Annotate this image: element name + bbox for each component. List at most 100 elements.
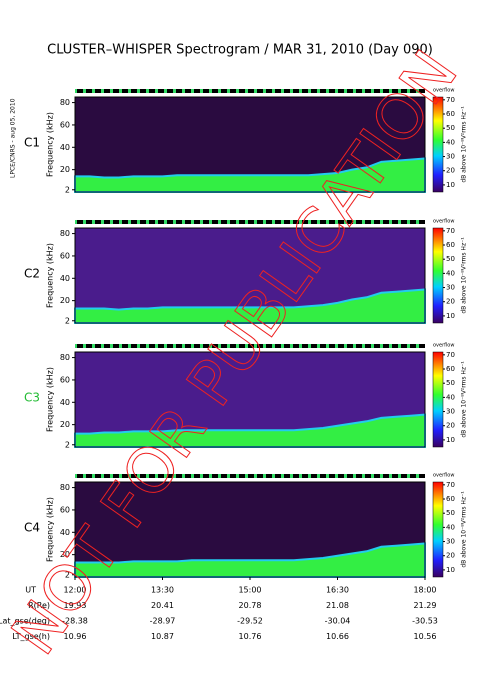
x-tick-label: 15:00: [238, 586, 261, 595]
colorbar: [432, 351, 444, 448]
panel-frame: [74, 227, 426, 324]
colorbar-tick-label: 40: [446, 138, 455, 146]
ephemeris: UT 12:00 13:30 15:00 16:30 18:00 R(Re) 19.93 20.…: [0, 577, 438, 641]
colorbar-label: dB above 10⁻⁸V²rms Hz⁻¹: [461, 361, 468, 438]
colorbar: [432, 481, 444, 578]
colorbar-tick-label: 20: [446, 552, 455, 560]
ephemeris-label: R(Re): [28, 601, 50, 610]
colorbar-tick-label: 30: [446, 408, 455, 416]
emission-band: [74, 288, 426, 324]
colorbar-tick-label: 10: [446, 566, 455, 574]
status-bar: [75, 220, 425, 224]
title: CLUSTER–WHISPER Spectrogram / MAR 31, 20…: [47, 43, 433, 58]
status-bar: [75, 89, 425, 93]
colorbar-tick-label: 30: [446, 538, 455, 546]
y-axis-label: Frequency (kHz): [46, 497, 55, 562]
colorbar-tick-label: 10: [446, 312, 455, 320]
colorbar-tick-label: 60: [446, 110, 455, 118]
y-tick-label: 20: [60, 296, 70, 305]
y-tick-label: 2: [65, 570, 70, 579]
colorbar-tick-label: 50: [446, 255, 455, 263]
y-tick-label: 60: [60, 120, 70, 129]
ephemeris-value: 21.08: [326, 601, 349, 610]
y-tick-label: 20: [60, 550, 70, 559]
panel-frame: [74, 351, 426, 448]
colorbar-tick-label: 20: [446, 298, 455, 306]
colorbar-overflow: overflow: [433, 219, 454, 225]
ephemeris-value: -30.53: [412, 617, 438, 626]
colorbar-overflow: overflow: [433, 473, 454, 479]
y-tick-label: 2: [65, 440, 70, 449]
colorbar-tick-label: 20: [446, 422, 455, 430]
y-tick-label: 60: [60, 375, 70, 384]
colorbar-label: dB above 10⁻⁸V²rms Hz⁻¹: [461, 237, 468, 314]
colorbar: [432, 227, 444, 324]
colorbar-tick-label: 50: [446, 509, 455, 517]
status-bar: [75, 344, 425, 348]
colorbar-overflow: overflow: [433, 343, 454, 349]
ephemeris-value: 10.96: [64, 632, 87, 641]
y-tick-label: 60: [60, 251, 70, 260]
y-axis-label: Frequency (kHz): [46, 112, 55, 177]
colorbar-tick-label: 60: [446, 365, 455, 373]
colorbar-label: dB above 10⁻⁸V²rms Hz⁻¹: [461, 106, 468, 183]
y-tick-label: 40: [60, 528, 70, 537]
colorbar-tick-label: 10: [446, 181, 455, 189]
colorbar-tick-label: 60: [446, 241, 455, 249]
colorbar-tick-label: 40: [446, 523, 455, 531]
y-tick-label: 80: [60, 229, 70, 238]
x-tick-label: 12:00: [63, 586, 86, 595]
panel-label: C3: [24, 391, 40, 405]
y-tick-label: 2: [65, 185, 70, 194]
y-tick-label: 40: [60, 274, 70, 283]
colorbar-tick-label: 40: [446, 269, 455, 277]
panels: 2 20 40 60 80 Frequency (kHz) C1 10 20 30 40 50 60 70…: [24, 88, 468, 580]
credit: LPCE/CNRS - aug 05, 2010: [10, 98, 17, 178]
colorbar-tick-label: 10: [446, 436, 455, 444]
x-tick-label: 13:30: [151, 586, 174, 595]
ephemeris-value: 19.93: [64, 601, 87, 610]
y-axis-label: Frequency (kHz): [46, 367, 55, 432]
colorbar-tick-label: 70: [446, 96, 455, 104]
colorbar-tick-label: 70: [446, 351, 455, 359]
y-tick-label: 80: [60, 353, 70, 362]
panel-frame: [74, 96, 426, 193]
panel-label: C1: [24, 136, 40, 150]
y-tick-label: 20: [60, 420, 70, 429]
emission-band: [74, 542, 426, 578]
ephemeris-value: 21.29: [414, 601, 437, 610]
colorbar-tick-label: 50: [446, 379, 455, 387]
colorbar-tick-label: 30: [446, 284, 455, 292]
ephemeris-value: 10.66: [326, 632, 349, 641]
ephemeris-value: 20.78: [239, 601, 262, 610]
y-tick-label: 60: [60, 505, 70, 514]
ephemeris-label: LT_gse(h): [12, 632, 50, 641]
colorbar: [432, 96, 444, 193]
ephemeris-value: 10.76: [239, 632, 262, 641]
x-tick-label: 16:30: [326, 586, 349, 595]
y-tick-label: 40: [60, 398, 70, 407]
emission-band: [74, 157, 426, 193]
ephemeris-value: 10.56: [414, 632, 437, 641]
status-bar: [75, 474, 425, 478]
y-tick-label: 20: [60, 165, 70, 174]
colorbar-tick-label: 70: [446, 481, 455, 489]
colorbar-tick-label: 20: [446, 167, 455, 175]
y-axis-label: Frequency (kHz): [46, 243, 55, 308]
ephemeris-value: -28.97: [150, 617, 176, 626]
colorbar-overflow: overflow: [433, 88, 454, 94]
colorbar-tick-label: 30: [446, 153, 455, 161]
x-tick-label: 18:00: [413, 586, 436, 595]
colorbar-tick-label: 70: [446, 227, 455, 235]
colorbar-label: dB above 10⁻⁸V²rms Hz⁻¹: [461, 491, 468, 568]
y-tick-label: 2: [65, 316, 70, 325]
colorbar-tick-label: 60: [446, 495, 455, 503]
ephemeris-label: UT: [25, 586, 36, 595]
colorbar-tick-label: 50: [446, 124, 455, 132]
emission-band: [74, 413, 426, 448]
ephemeris-label: Lat_gse(deg): [0, 617, 50, 626]
colorbar-tick-label: 40: [446, 393, 455, 401]
ephemeris-value: 20.41: [151, 601, 174, 610]
ephemeris-value: 10.87: [151, 632, 174, 641]
